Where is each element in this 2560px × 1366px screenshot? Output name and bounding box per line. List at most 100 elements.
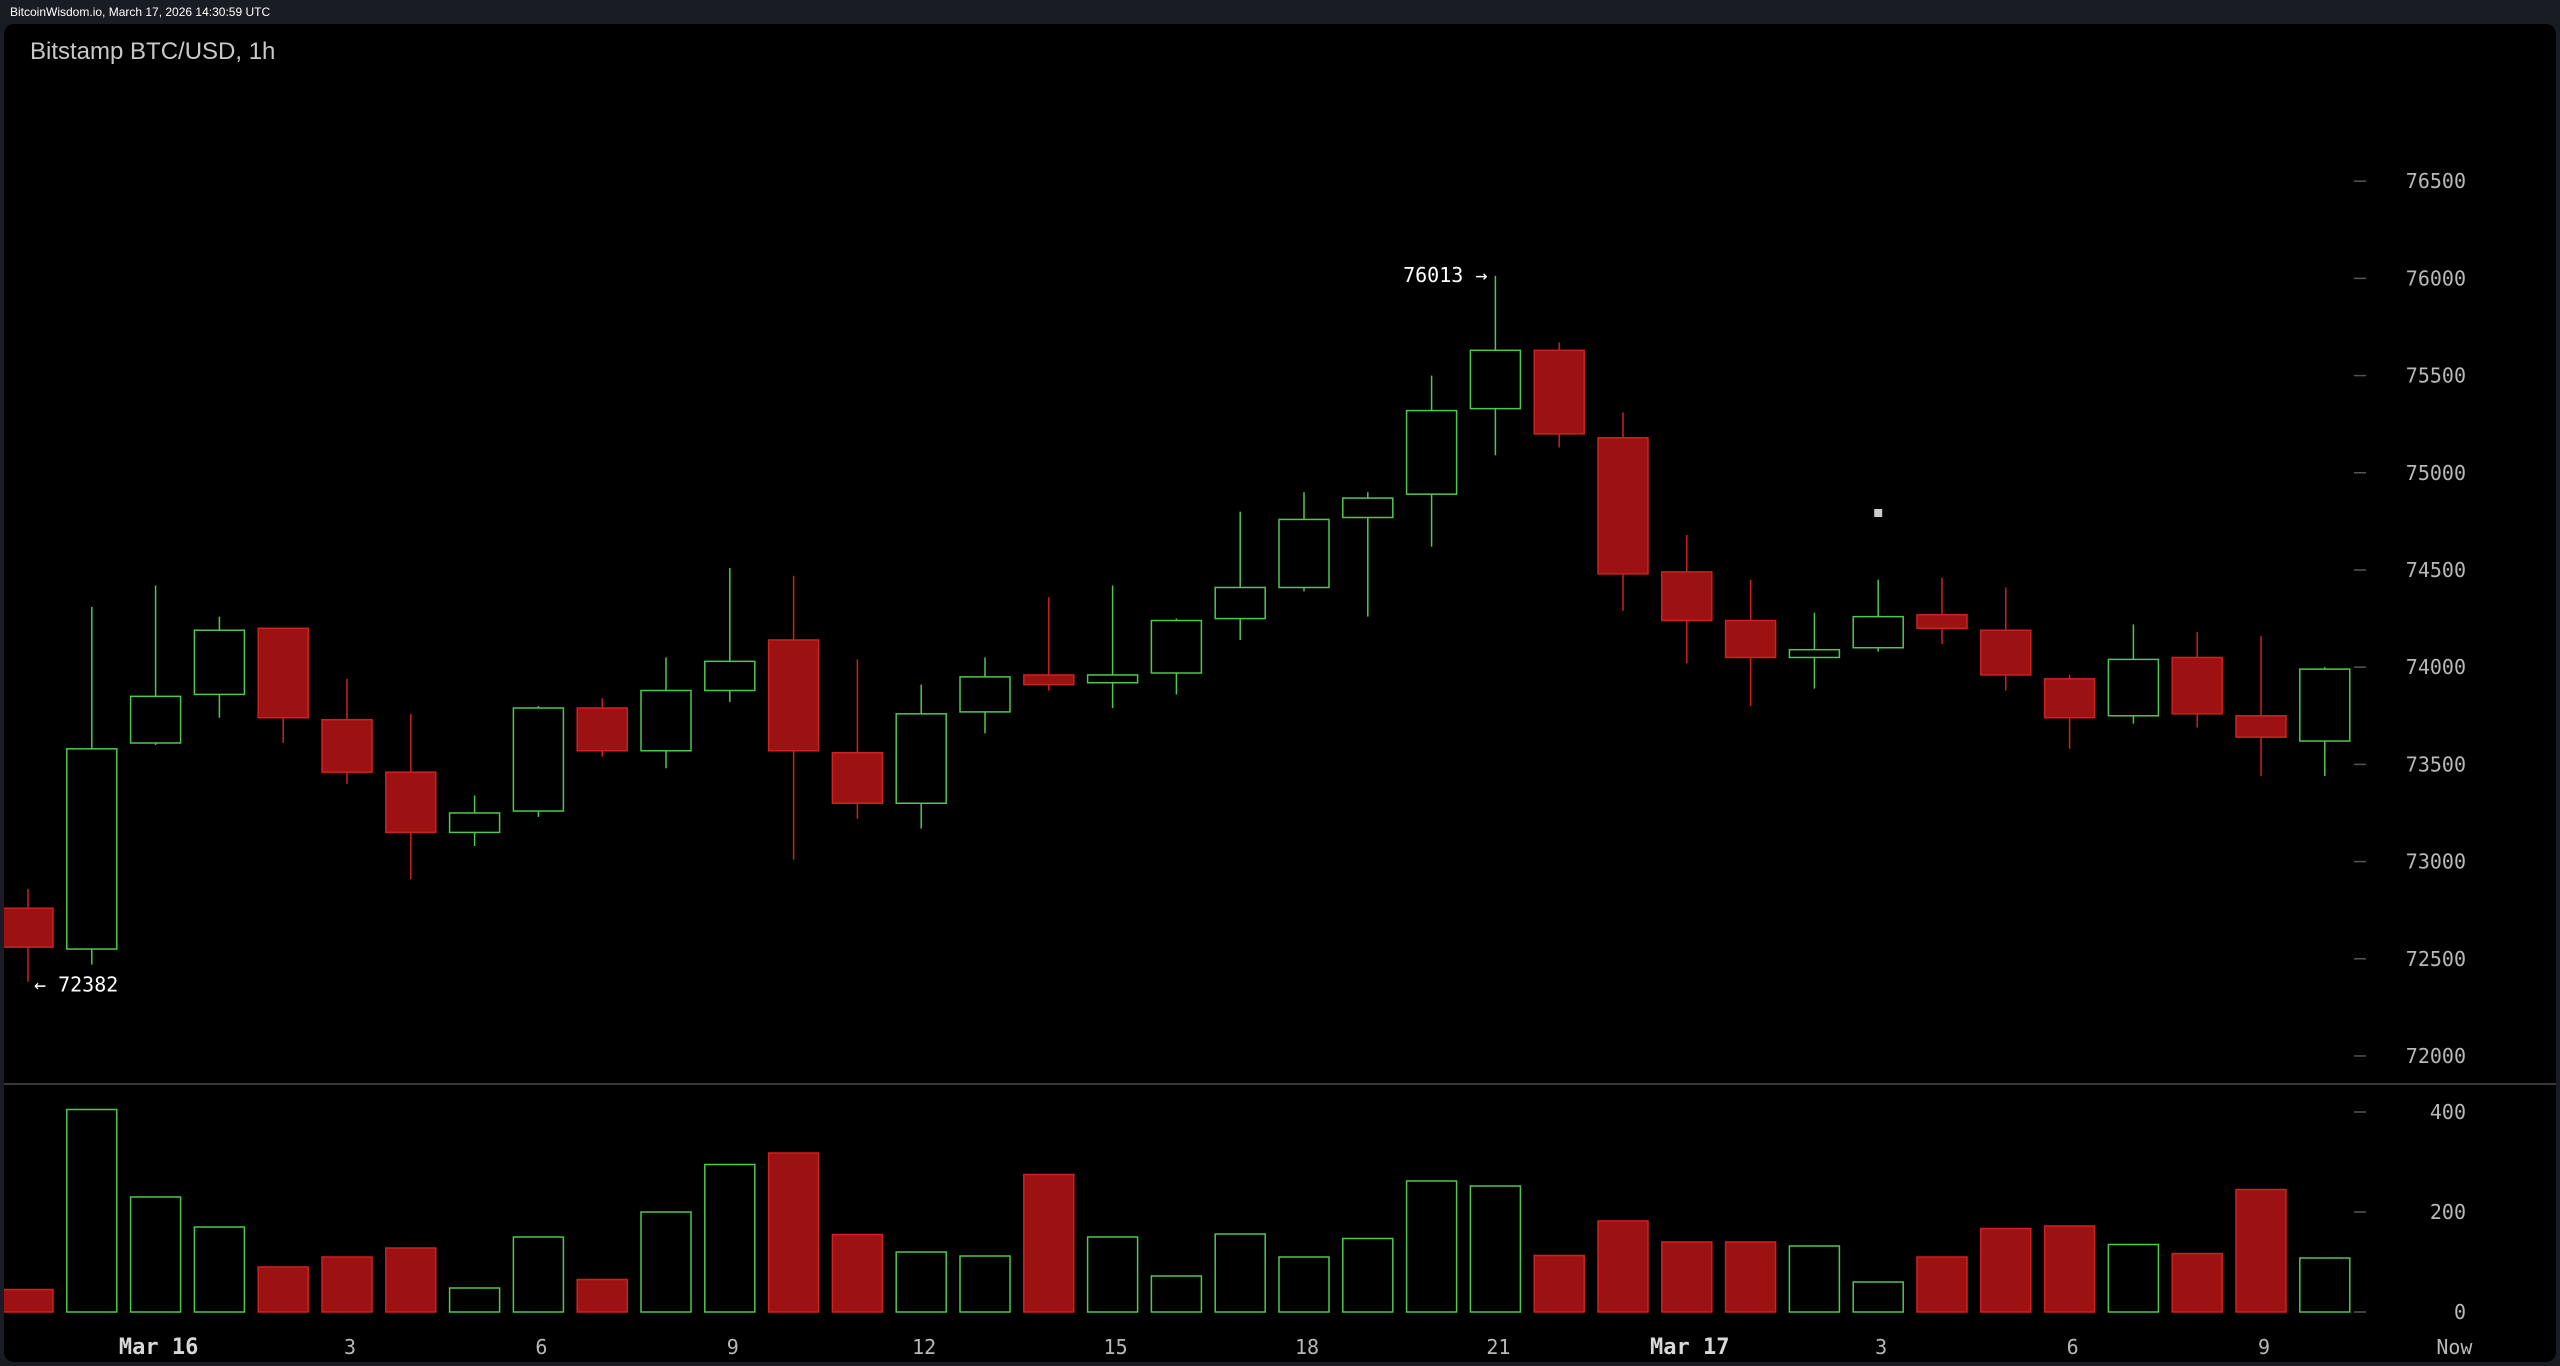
- volume-bar-down: [2235, 1188, 2287, 1313]
- candle-body-down: [576, 707, 628, 752]
- candle-body-down: [257, 627, 309, 719]
- candle-body-up: [512, 707, 565, 812]
- price-axis-label: 75000: [2406, 461, 2466, 485]
- x-axis-label: Now: [2436, 1335, 2473, 1359]
- candle-body-up: [1278, 518, 1330, 589]
- x-axis-label: 6: [535, 1335, 547, 1359]
- volume-bar-up: [895, 1251, 947, 1313]
- candle-body-up: [1342, 497, 1394, 519]
- candle-body-down: [385, 771, 437, 834]
- volume-bar-up: [512, 1236, 565, 1313]
- candle-body-up: [2107, 658, 2160, 717]
- cursor-marker: [1874, 509, 1883, 517]
- candle-body-down: [1661, 571, 1713, 622]
- candle-body-down: [1023, 674, 1075, 686]
- x-axis-label: 21: [1486, 1335, 1510, 1359]
- candle-body-down: [4, 907, 54, 948]
- volume-bar-up: [1469, 1185, 1522, 1313]
- candle-body-down: [1597, 437, 1649, 575]
- volume-bar-up: [1278, 1256, 1330, 1313]
- candle-body-down: [2235, 715, 2287, 738]
- volume-bar-down: [576, 1278, 628, 1313]
- top-bar: BitcoinWisdom.io, March 17, 2026 14:30:5…: [0, 0, 2560, 24]
- price-axis-label: 72500: [2406, 947, 2466, 971]
- volume-bar-up: [448, 1287, 501, 1313]
- site-info-text: BitcoinWisdom.io, March 17, 2026 14:30:5…: [10, 5, 271, 19]
- price-axis-label: 73500: [2406, 752, 2466, 776]
- candle-body-down: [2171, 656, 2223, 715]
- volume-axis-label: 400: [2430, 1100, 2466, 1124]
- candle-body-up: [1788, 648, 1841, 659]
- candle-body-up: [129, 695, 182, 744]
- candlestick-chart[interactable]: 72000 72500 73000 73500 74000 74500 75000 75500…: [4, 24, 2556, 1362]
- volume-bar-down: [2043, 1225, 2096, 1313]
- candle-body-down: [2043, 678, 2096, 719]
- volume-axis-label: 200: [2430, 1200, 2466, 1224]
- volume-bar-up: [2107, 1243, 2160, 1313]
- volume-bar-down: [1023, 1173, 1075, 1313]
- volume-bar-down: [1533, 1254, 1585, 1313]
- candle-body-up: [193, 629, 246, 696]
- volume-bar-down: [1916, 1256, 1968, 1313]
- x-axis-label: Mar 16: [119, 1335, 198, 1360]
- candle-body-up: [1469, 349, 1522, 410]
- volume-bar-down: [1597, 1220, 1649, 1313]
- volume-bar-down: [1980, 1227, 2032, 1313]
- volume-bar-down: [1661, 1241, 1713, 1313]
- x-axis-label: 6: [2067, 1335, 2079, 1359]
- price-axis-label: 74500: [2406, 558, 2466, 582]
- candle-body-up: [1086, 674, 1139, 684]
- price-axis-label: 76500: [2406, 169, 2466, 193]
- volume-bar-up: [1086, 1236, 1139, 1313]
- high-annotation: 76013 →: [1403, 263, 1487, 287]
- x-axis-label: 15: [1104, 1335, 1128, 1359]
- volume-bar-down: [1724, 1241, 1777, 1313]
- volume-bar-down: [831, 1233, 884, 1313]
- candle-body-down: [767, 639, 820, 752]
- volume-bar-up: [1342, 1237, 1394, 1313]
- candle-body-up: [448, 812, 501, 834]
- candle-body-down: [1980, 629, 2032, 676]
- candle-body-up: [2299, 668, 2351, 742]
- candle-body-up: [895, 713, 947, 805]
- price-axis-label: 74000: [2406, 655, 2466, 679]
- volume-bar-down: [385, 1247, 437, 1313]
- x-axis-label: 18: [1295, 1335, 1319, 1359]
- volume-bar-up: [193, 1226, 246, 1313]
- volume-bar-down: [2171, 1252, 2223, 1313]
- candle-body-up: [1405, 409, 1458, 495]
- volume-bar-up: [1852, 1281, 1904, 1313]
- candle-body-down: [1916, 613, 1968, 630]
- volume-bar-up: [129, 1196, 182, 1313]
- volume-bar-down: [4, 1288, 54, 1313]
- volume-bar-down: [767, 1152, 820, 1313]
- price-axis-label: 72000: [2406, 1044, 2466, 1068]
- volume-bar-up: [2299, 1257, 2351, 1313]
- candle-body-up: [959, 676, 1011, 713]
- candle-body-down: [831, 751, 884, 805]
- candle-body-up: [1214, 586, 1266, 620]
- candle-body-up: [704, 660, 756, 692]
- volume-bar-up: [704, 1163, 756, 1313]
- candle-body-down: [1533, 349, 1585, 435]
- low-annotation: ← 72382: [34, 973, 118, 997]
- volume-bar-up: [1405, 1180, 1458, 1313]
- chart-title: Bitstamp BTC/USD, 1h: [30, 38, 276, 65]
- candle-body-up: [640, 689, 692, 752]
- volume-bar-down: [257, 1266, 309, 1313]
- volume-bar-up: [959, 1255, 1011, 1313]
- volume-bar-up: [1150, 1275, 1203, 1313]
- volume-bar-down: [321, 1256, 373, 1313]
- volume-bar-up: [640, 1211, 692, 1313]
- price-axis-label: 73000: [2406, 850, 2466, 874]
- x-axis-label: 3: [344, 1335, 356, 1359]
- x-axis-label: Mar 17: [1650, 1335, 1729, 1360]
- volume-bar-up: [1214, 1233, 1266, 1313]
- x-axis-label: 9: [2258, 1335, 2270, 1359]
- candle-body-up: [1852, 615, 1904, 649]
- x-axis-label: 12: [912, 1335, 936, 1359]
- price-axis-label: 75500: [2406, 364, 2466, 388]
- chart-panel: 72000 72500 73000 73500 74000 74500 75000 75500…: [4, 24, 2556, 1362]
- volume-bar-up: [66, 1108, 118, 1313]
- price-axis-label: 76000: [2406, 266, 2466, 290]
